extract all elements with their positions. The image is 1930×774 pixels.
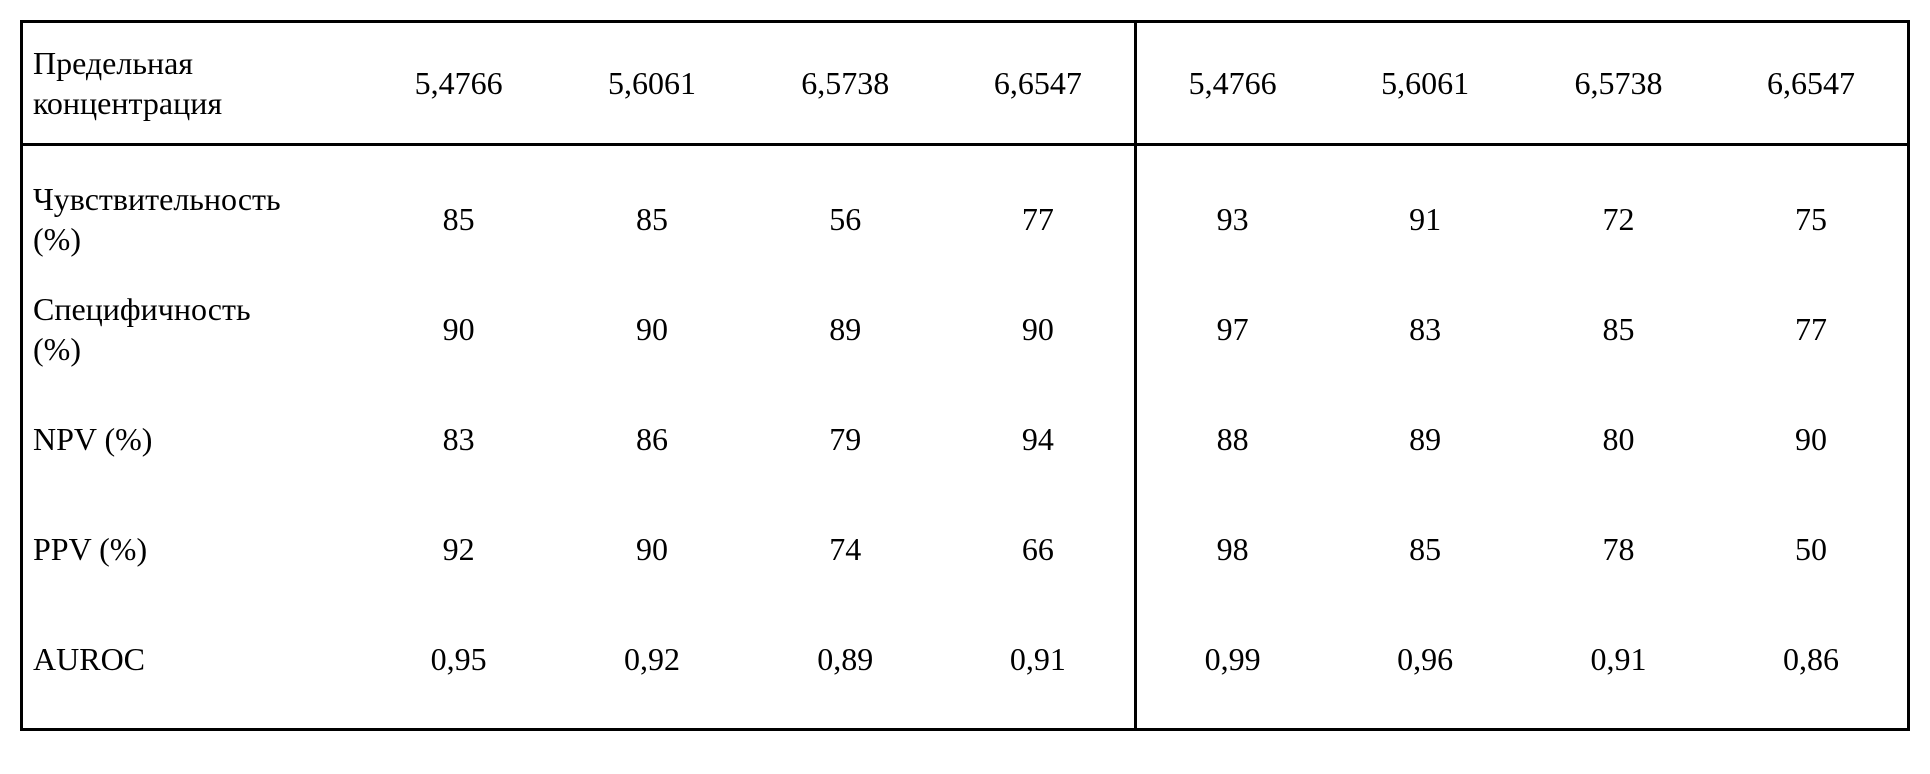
row-label: NPV (%) (22, 384, 363, 494)
row-label-line1: Чувствительность (33, 181, 281, 217)
cell: 89 (1329, 384, 1522, 494)
cell: 50 (1715, 494, 1908, 604)
cell: 0,95 (362, 604, 555, 730)
table-row: Чувствительность (%) 85 85 56 77 93 91 7… (22, 145, 1909, 275)
row-label: AUROC (22, 604, 363, 730)
row-label-line1: Специфичность (33, 291, 251, 327)
cell: 90 (362, 274, 555, 384)
cell: 0,91 (942, 604, 1135, 730)
header-g2-c2: 6,5738 (1522, 22, 1715, 145)
table-header-row: Предельная концентрация 5,4766 5,6061 6,… (22, 22, 1909, 145)
header-label-line1: Предельная (33, 45, 193, 81)
cell: 85 (555, 145, 748, 275)
cell: 85 (1522, 274, 1715, 384)
table-row: AUROC 0,95 0,92 0,89 0,91 0,99 0,96 0,91… (22, 604, 1909, 730)
cell: 85 (362, 145, 555, 275)
cell: 56 (749, 145, 942, 275)
metrics-table: Предельная концентрация 5,4766 5,6061 6,… (20, 20, 1910, 731)
cell: 0,99 (1135, 604, 1328, 730)
row-label-line2: (%) (33, 221, 81, 257)
row-label-line1: NPV (%) (33, 421, 152, 457)
header-g2-c3: 6,6547 (1715, 22, 1908, 145)
cell: 90 (1715, 384, 1908, 494)
cell: 83 (362, 384, 555, 494)
table-row: PPV (%) 92 90 74 66 98 85 78 50 (22, 494, 1909, 604)
row-label: Чувствительность (%) (22, 145, 363, 275)
cell: 89 (749, 274, 942, 384)
row-label-line1: AUROC (33, 641, 145, 677)
cell: 88 (1135, 384, 1328, 494)
cell: 92 (362, 494, 555, 604)
cell: 97 (1135, 274, 1328, 384)
cell: 98 (1135, 494, 1328, 604)
cell: 0,86 (1715, 604, 1908, 730)
header-label-line2: концентрация (33, 85, 222, 121)
table-row: Специфичность (%) 90 90 89 90 97 83 85 7… (22, 274, 1909, 384)
cell: 74 (749, 494, 942, 604)
row-label-line1: PPV (%) (33, 531, 147, 567)
cell: 75 (1715, 145, 1908, 275)
row-label: PPV (%) (22, 494, 363, 604)
cell: 77 (1715, 274, 1908, 384)
cell: 79 (749, 384, 942, 494)
cell: 78 (1522, 494, 1715, 604)
cell: 77 (942, 145, 1135, 275)
cell: 0,89 (749, 604, 942, 730)
cell: 80 (1522, 384, 1715, 494)
header-g2-c0: 5,4766 (1135, 22, 1328, 145)
cell: 85 (1329, 494, 1522, 604)
header-g1-c1: 5,6061 (555, 22, 748, 145)
table-row: NPV (%) 83 86 79 94 88 89 80 90 (22, 384, 1909, 494)
cell: 94 (942, 384, 1135, 494)
header-g1-c3: 6,6547 (942, 22, 1135, 145)
cell: 0,91 (1522, 604, 1715, 730)
header-g1-c2: 6,5738 (749, 22, 942, 145)
header-label: Предельная концентрация (22, 22, 363, 145)
cell: 90 (555, 274, 748, 384)
cell: 90 (555, 494, 748, 604)
cell: 90 (942, 274, 1135, 384)
cell: 0,92 (555, 604, 748, 730)
row-label: Специфичность (%) (22, 274, 363, 384)
cell: 93 (1135, 145, 1328, 275)
cell: 66 (942, 494, 1135, 604)
cell: 83 (1329, 274, 1522, 384)
cell: 72 (1522, 145, 1715, 275)
cell: 86 (555, 384, 748, 494)
header-g1-c0: 5,4766 (362, 22, 555, 145)
cell: 0,96 (1329, 604, 1522, 730)
row-label-line2: (%) (33, 331, 81, 367)
header-g2-c1: 5,6061 (1329, 22, 1522, 145)
cell: 91 (1329, 145, 1522, 275)
